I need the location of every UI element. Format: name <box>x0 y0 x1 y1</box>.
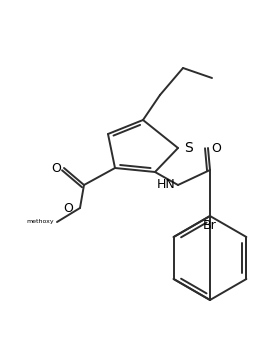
Text: HN: HN <box>157 178 176 192</box>
Text: O: O <box>51 162 61 174</box>
Text: O: O <box>211 141 221 155</box>
Text: methoxy: methoxy <box>26 220 54 224</box>
Text: O: O <box>63 201 73 215</box>
Text: Br: Br <box>203 219 217 232</box>
Text: S: S <box>184 141 193 155</box>
